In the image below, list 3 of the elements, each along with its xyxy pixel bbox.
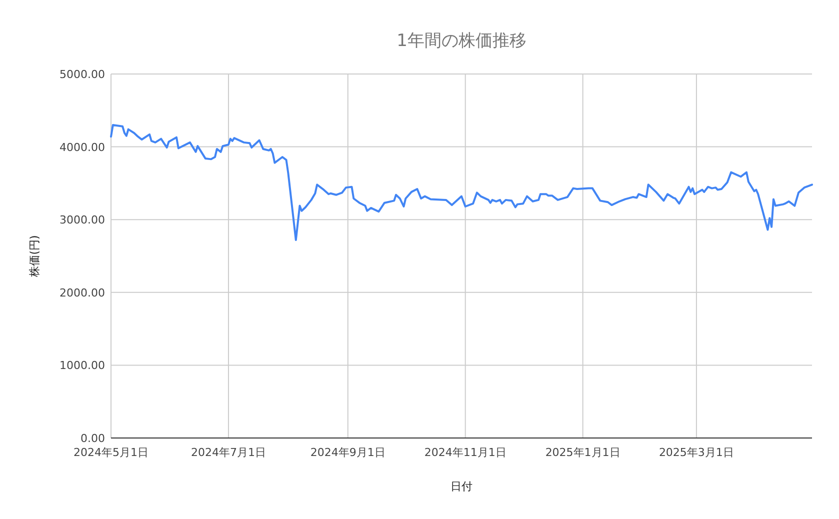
ylabel: 株価(円) — [28, 235, 41, 277]
xlabel: 日付 — [450, 480, 472, 493]
title: 1年間の株価推移 — [396, 31, 526, 51]
